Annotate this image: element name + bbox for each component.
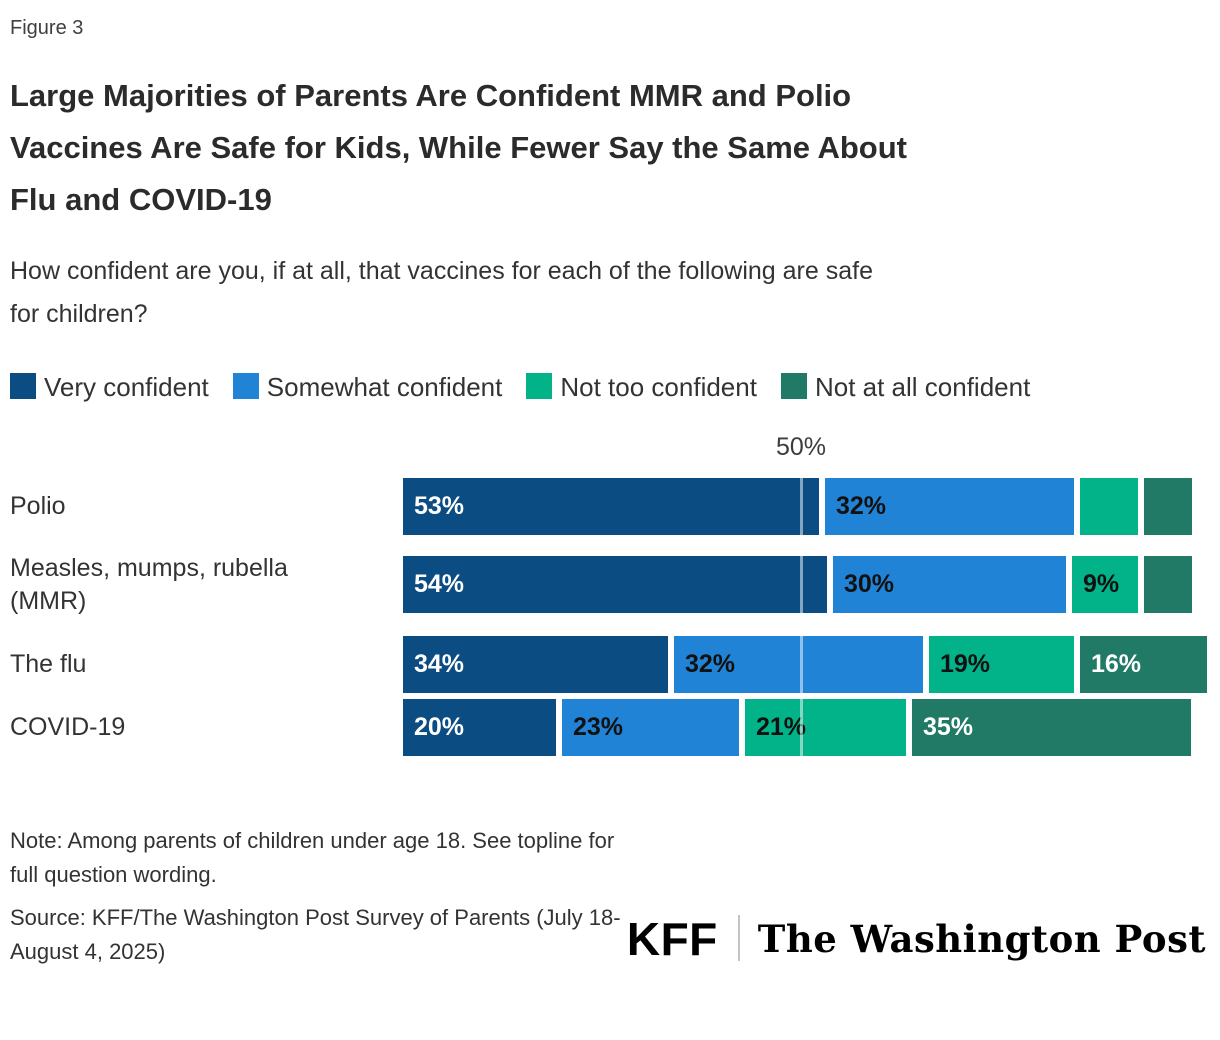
bar-stack: 20% 23% 21% 35% <box>403 699 1191 756</box>
legend-item: Very confident <box>10 372 233 402</box>
bar-segment: 34% <box>403 636 674 693</box>
bar-segment: 20% <box>403 699 562 756</box>
chart-subtitle-line: for children? <box>10 300 148 328</box>
chart-row: COVID-19 20% 23% 21% 35% <box>10 699 1210 756</box>
footer-text: Note: Among parents of children under ag… <box>10 824 621 969</box>
chart-legend: Very confident Somewhat confident Not too … <box>10 360 1070 415</box>
chart-row: The flu 34% 32% 19% 16% <box>10 636 1210 693</box>
note-line: Note: Among parents of children under ag… <box>10 828 615 853</box>
source-line: August 4, 2025) <box>10 939 166 964</box>
bar-segment: 53% <box>403 478 825 535</box>
legend-item: Not at all confident <box>780 372 1054 402</box>
bar-segment: 35% <box>912 699 1191 756</box>
stacked-bar-chart: 50% Polio 53% 32% Measles, mumps, rubella (… <box>10 433 1210 756</box>
source-text: Source: KFF/The Washington Post Survey o… <box>10 901 621 969</box>
legend-swatch <box>526 373 553 399</box>
chart-title-line: Large Majorities of Parents Are Confiden… <box>10 78 852 113</box>
bar-value-label: 21% <box>756 713 807 741</box>
legend-item: Somewhat confident <box>232 372 527 402</box>
bar-value-label: 32% <box>836 492 887 520</box>
note-text: Note: Among parents of children under ag… <box>10 824 621 892</box>
washington-post-logo: The Washington Post <box>757 917 1206 961</box>
bar-value-label: 32% <box>685 650 736 678</box>
category-label: Polio <box>10 492 66 520</box>
category-label: Measles, mumps, rubella (MMR) <box>10 553 288 615</box>
bar-stack: 34% 32% 19% 16% <box>403 636 1207 693</box>
bar-segment: 54% <box>403 556 833 613</box>
bar-segment <box>1080 478 1144 535</box>
chart-rows: Polio 53% 32% Measles, mumps, rubella (MMR)… <box>10 478 1210 756</box>
legend-item-label: Very confident <box>44 372 209 402</box>
bar-value-label: 16% <box>1091 650 1142 678</box>
bar-value-label: 54% <box>414 570 465 598</box>
category-label: The flu <box>10 650 87 678</box>
bar-value-label: 35% <box>923 713 974 741</box>
source-line: Source: KFF/The Washington Post Survey o… <box>10 905 621 930</box>
bar-segment: 9% <box>1072 556 1144 613</box>
legend-item-label: Not at all confident <box>814 372 1031 402</box>
legend-swatch <box>780 373 807 399</box>
bar-value-label: 23% <box>573 713 624 741</box>
chart-title-line: Flu and COVID-19 <box>10 182 272 217</box>
chart-subtitle: How confident are you, if at all, that v… <box>10 250 1210 336</box>
chart-title-line: Vaccines Are Safe for Kids, While Fewer … <box>10 130 907 165</box>
bar-value-label: 20% <box>414 713 465 741</box>
bar-segment: 19% <box>929 636 1080 693</box>
axis-tick-label-50: 50% <box>775 433 827 461</box>
chart-row: Polio 53% 32% <box>10 478 1210 535</box>
bar-stack: 53% 32% <box>403 478 1192 535</box>
bar-segment <box>1144 556 1192 613</box>
chart-body: Polio 53% 32% Measles, mumps, rubella (MMR)… <box>10 478 1210 756</box>
category-label: COVID-19 <box>10 713 126 741</box>
bar-value-label: 30% <box>844 570 895 598</box>
logos: KFF The Washington Post <box>627 915 1210 969</box>
bar-value-label: 53% <box>414 492 465 520</box>
bar-segment: 23% <box>562 699 745 756</box>
bar-value-label: 34% <box>414 650 465 678</box>
bar-segment: 21% <box>745 699 912 756</box>
kff-logo: KFF <box>626 913 718 965</box>
legend-item-label: Somewhat confident <box>266 372 503 402</box>
figure-label: Figure 3 <box>10 17 84 39</box>
chart-title: Large Majorities of Parents Are Confiden… <box>10 70 1210 226</box>
legend-item: Not too confident <box>526 372 781 402</box>
footer: Note: Among parents of children under ag… <box>10 824 1210 969</box>
legend-swatch <box>10 373 36 399</box>
gridline-50-percent-overlay <box>800 478 803 756</box>
legend-swatch <box>232 373 259 399</box>
bar-segment: 30% <box>833 556 1072 613</box>
axis-tick-row: 50% <box>10 433 1210 478</box>
bar-value-label: 9% <box>1083 570 1120 598</box>
logo-divider <box>737 915 740 961</box>
bar-stack: 54% 30% 9% <box>403 556 1192 613</box>
bar-segment: 32% <box>825 478 1080 535</box>
chart-subtitle-line: How confident are you, if at all, that v… <box>10 257 873 285</box>
bar-value-label: 19% <box>940 650 991 678</box>
figure-container: Figure 3 Large Majorities of Parents Are… <box>10 17 1210 969</box>
chart-row: Measles, mumps, rubella (MMR) 54% 30% 9% <box>10 553 1210 615</box>
legend-item-label: Not too confident <box>560 372 757 402</box>
bar-segment <box>1144 478 1192 535</box>
note-line: full question wording. <box>10 862 217 887</box>
bar-segment: 16% <box>1080 636 1207 693</box>
